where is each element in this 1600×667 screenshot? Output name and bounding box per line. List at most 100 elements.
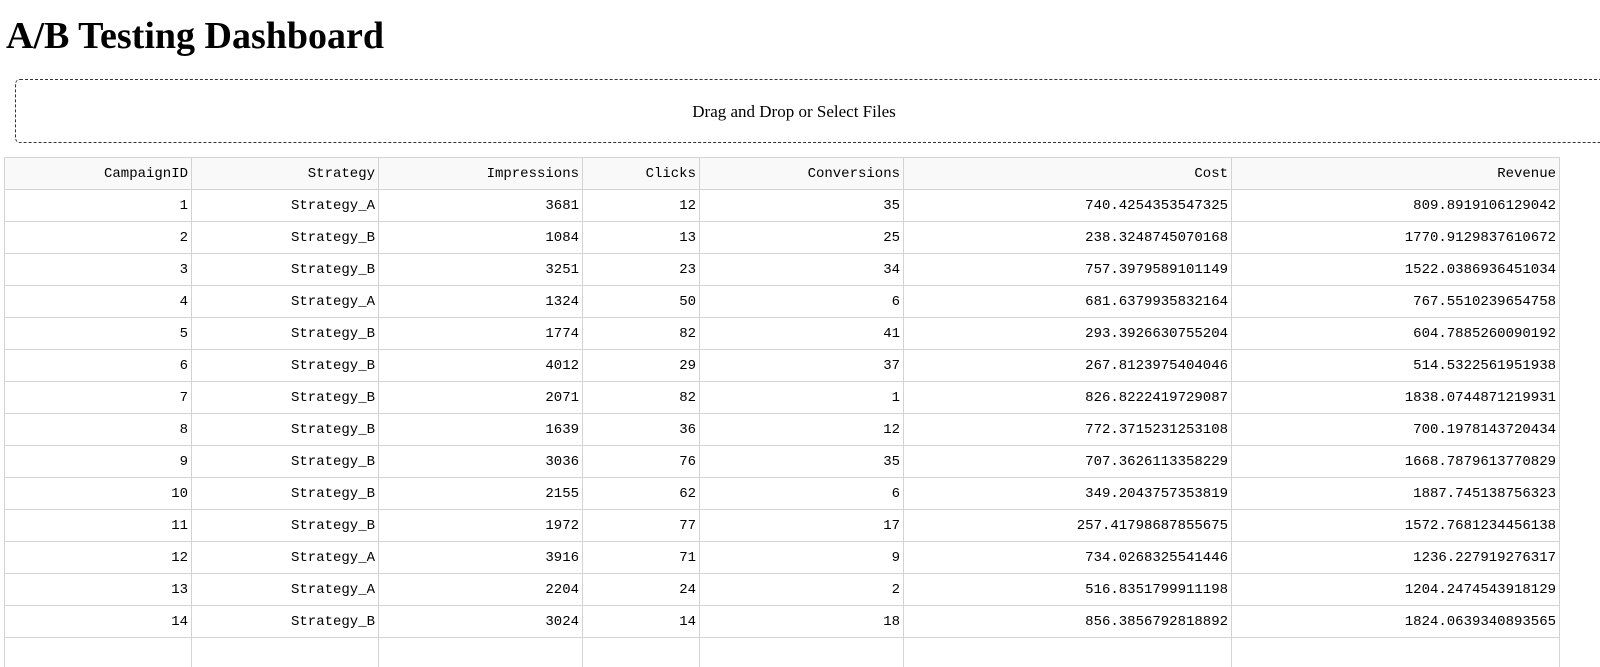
table-cell-clicks: 29	[582, 349, 700, 382]
table-container: CampaignID Strategy Impressions Clicks Conve…	[4, 157, 1600, 667]
table-row: 10 Strategy_B 2155 62 6 349.2043757353819 1887…	[4, 477, 1560, 510]
table-cell-conversions: 1	[699, 381, 904, 414]
table-cell-campaignid: 2	[4, 221, 192, 254]
table-cell-campaignid: 4	[4, 285, 192, 318]
table-cell-clicks: 77	[582, 509, 700, 542]
column-header-clicks[interactable]: Clicks	[582, 157, 700, 190]
table-cell-strategy: Strategy_B	[191, 509, 379, 542]
table-row: 4 Strategy_A 1324 50 6 681.6379935832164 767.5…	[4, 285, 1560, 318]
table-cell-cost	[903, 637, 1232, 667]
table-cell-revenue: 1572.7681234456138	[1231, 509, 1560, 542]
table-cell-strategy: Strategy_B	[191, 317, 379, 350]
table-row: 11 Strategy_B 1972 77 17 257.41798687855675 15…	[4, 509, 1560, 542]
table-cell-campaignid: 14	[4, 605, 192, 638]
table-cell-clicks: 36	[582, 413, 700, 446]
table-cell-cost: 238.3248745070168	[903, 221, 1232, 254]
table-row: 12 Strategy_A 3916 71 9 734.0268325541446 1236…	[4, 541, 1560, 574]
table-cell-clicks: 14	[582, 605, 700, 638]
table-cell-campaignid: 11	[4, 509, 192, 542]
table-cell-strategy: Strategy_B	[191, 477, 379, 510]
table-cell-revenue: 767.5510239654758	[1231, 285, 1560, 318]
table-cell-conversions: 34	[699, 253, 904, 286]
table-cell-revenue: 1770.9129837610672	[1231, 221, 1560, 254]
table-cell-impressions: 1324	[378, 285, 583, 318]
table-cell-impressions: 3024	[378, 605, 583, 638]
table-cell-conversions	[699, 637, 904, 667]
table-cell-impressions: 3251	[378, 253, 583, 286]
table-cell-campaignid: 6	[4, 349, 192, 382]
table-cell-impressions: 3036	[378, 445, 583, 478]
table-row: 7 Strategy_B 2071 82 1 826.8222419729087 1838.…	[4, 381, 1560, 414]
table-cell-conversions: 41	[699, 317, 904, 350]
table-cell-cost: 293.3926630755204	[903, 317, 1232, 350]
table-cell-revenue: 514.5322561951938	[1231, 349, 1560, 382]
table-row: 5 Strategy_B 1774 82 41 293.3926630755204 604.…	[4, 317, 1560, 350]
table-cell-campaignid: 12	[4, 541, 192, 574]
table-cell-strategy: Strategy_A	[191, 189, 379, 222]
table-cell-cost: 257.41798687855675	[903, 509, 1232, 542]
table-cell-revenue	[1231, 637, 1560, 667]
table-cell-strategy: Strategy_A	[191, 285, 379, 318]
table-cell-strategy: Strategy_A	[191, 541, 379, 574]
table-cell-impressions: 1972	[378, 509, 583, 542]
table-cell-cost: 681.6379935832164	[903, 285, 1232, 318]
table-cell-clicks: 82	[582, 317, 700, 350]
table-cell-revenue: 1236.227919276317	[1231, 541, 1560, 574]
table-cell-revenue: 700.1978143720434	[1231, 413, 1560, 446]
table-cell-cost: 740.4254353547325	[903, 189, 1232, 222]
table-cell-campaignid: 5	[4, 317, 192, 350]
table-row	[4, 637, 1560, 667]
table-cell-strategy: Strategy_B	[191, 349, 379, 382]
table-cell-clicks: 23	[582, 253, 700, 286]
column-header-campaignid[interactable]: CampaignID	[4, 157, 192, 190]
table-cell-clicks: 13	[582, 221, 700, 254]
table-cell-conversions: 18	[699, 605, 904, 638]
table-cell-impressions: 2071	[378, 381, 583, 414]
table-cell-revenue: 1824.0639340893565	[1231, 605, 1560, 638]
table-row: 13 Strategy_A 2204 24 2 516.8351799911198 1204…	[4, 573, 1560, 606]
table-cell-impressions	[378, 637, 583, 667]
table-cell-campaignid: 8	[4, 413, 192, 446]
column-header-conversions[interactable]: Conversions	[699, 157, 904, 190]
table-cell-clicks: 82	[582, 381, 700, 414]
data-table: CampaignID Strategy Impressions Clicks Conve…	[4, 157, 1560, 667]
column-header-impressions[interactable]: Impressions	[378, 157, 583, 190]
table-cell-conversions: 6	[699, 285, 904, 318]
column-header-strategy[interactable]: Strategy	[191, 157, 379, 190]
table-cell-conversions: 12	[699, 413, 904, 446]
table-cell-cost: 826.8222419729087	[903, 381, 1232, 414]
table-cell-strategy: Strategy_B	[191, 253, 379, 286]
table-row: 3 Strategy_B 3251 23 34 757.3979589101149 1522…	[4, 253, 1560, 286]
table-cell-conversions: 37	[699, 349, 904, 382]
table-cell-conversions: 6	[699, 477, 904, 510]
table-cell-revenue: 1668.7879613770829	[1231, 445, 1560, 478]
table-cell-cost: 516.8351799911198	[903, 573, 1232, 606]
table-cell-conversions: 2	[699, 573, 904, 606]
table-cell-impressions: 1774	[378, 317, 583, 350]
file-upload-dropzone[interactable]: Drag and Drop or Select Files	[15, 79, 1600, 143]
table-cell-strategy: Strategy_B	[191, 605, 379, 638]
table-cell-campaignid: 10	[4, 477, 192, 510]
table-cell-campaignid	[4, 637, 192, 667]
table-cell-conversions: 35	[699, 189, 904, 222]
table-cell-cost: 707.3626113358229	[903, 445, 1232, 478]
table-cell-revenue: 604.7885260090192	[1231, 317, 1560, 350]
table-cell-clicks: 50	[582, 285, 700, 318]
table-cell-strategy: Strategy_A	[191, 573, 379, 606]
table-cell-clicks	[582, 637, 700, 667]
table-cell-impressions: 1639	[378, 413, 583, 446]
table-cell-campaignid: 7	[4, 381, 192, 414]
column-header-revenue[interactable]: Revenue	[1231, 157, 1560, 190]
table-cell-revenue: 1204.2474543918129	[1231, 573, 1560, 606]
table-cell-conversions: 35	[699, 445, 904, 478]
table-cell-cost: 856.3856792818892	[903, 605, 1232, 638]
table-cell-impressions: 2204	[378, 573, 583, 606]
table-body: 1 Strategy_A 3681 12 35 740.4254353547325 809.…	[4, 189, 1560, 667]
table-cell-revenue: 1522.0386936451034	[1231, 253, 1560, 286]
table-cell-clicks: 62	[582, 477, 700, 510]
table-row: 8 Strategy_B 1639 36 12 772.3715231253108 700.…	[4, 413, 1560, 446]
table-cell-clicks: 71	[582, 541, 700, 574]
table-cell-cost: 757.3979589101149	[903, 253, 1232, 286]
column-header-cost[interactable]: Cost	[903, 157, 1232, 190]
table-cell-impressions: 2155	[378, 477, 583, 510]
